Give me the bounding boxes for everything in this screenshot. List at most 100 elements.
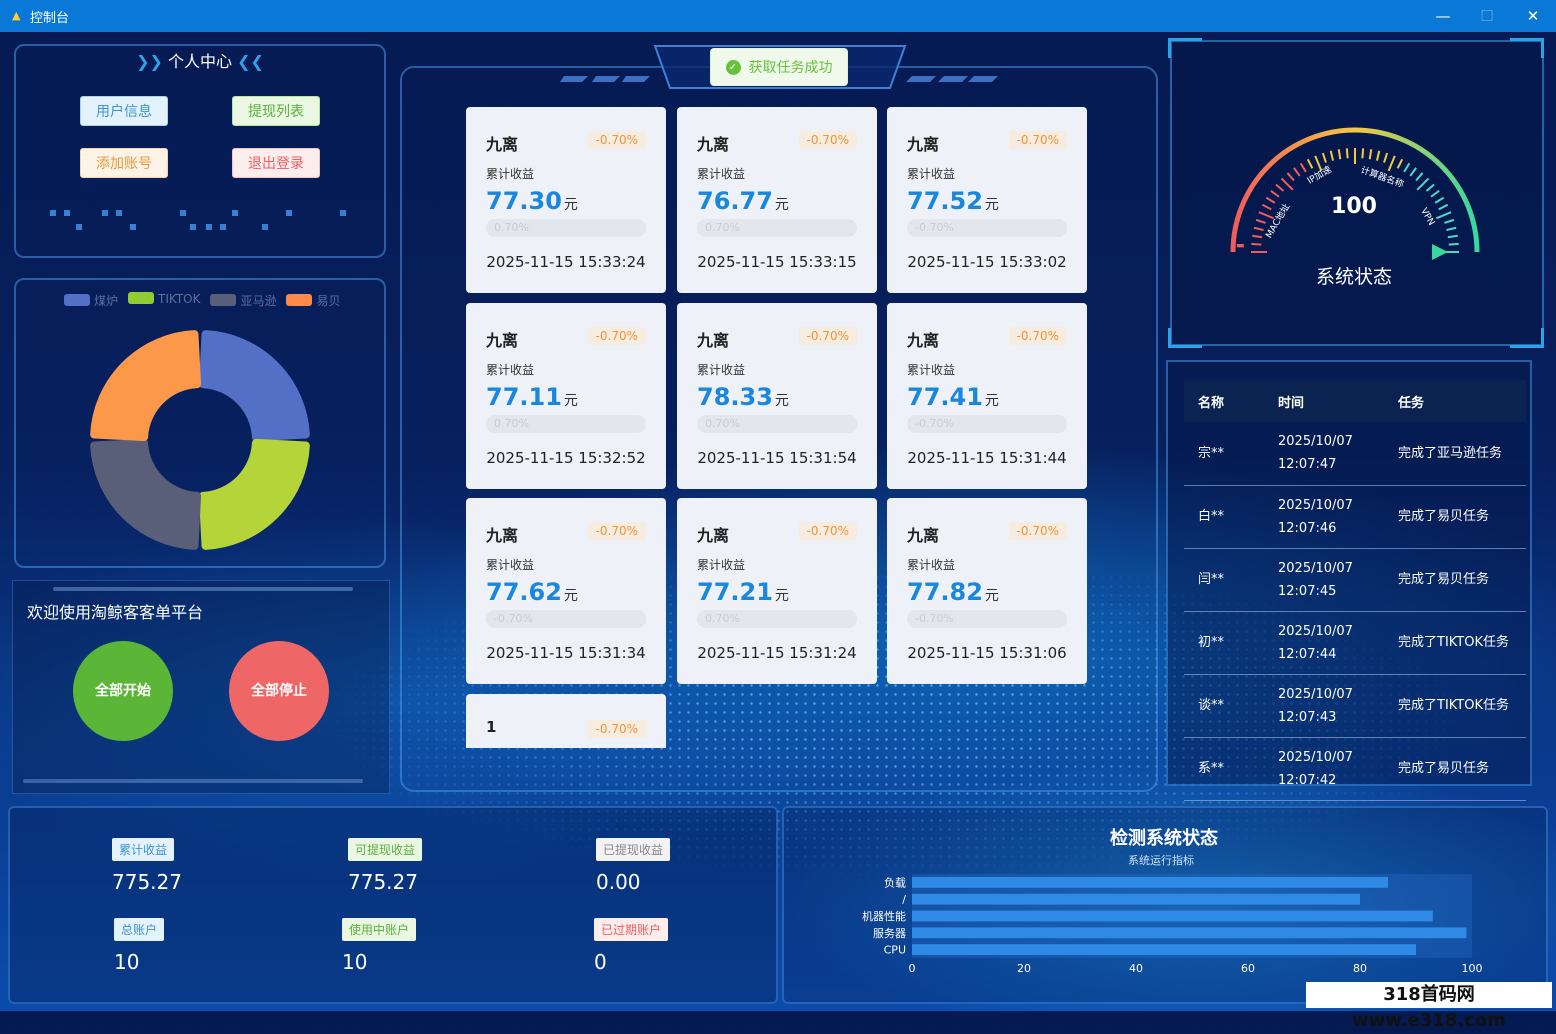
withdrawn-label: 已提现收益 (596, 838, 671, 861)
bar[interactable] (912, 877, 1388, 888)
card-progress-bar: 0.70% (486, 415, 646, 433)
task-card[interactable]: 九离 -0.70% 累计收益 77.11 元 0.70% 2025-11-15 15:32:… (466, 303, 666, 489)
gauge-tick (1396, 158, 1404, 169)
stop-all-button[interactable]: 全部停止 (229, 641, 329, 741)
row-clock: 12:07:47 (1278, 457, 1337, 473)
minimize-button[interactable]: — (1435, 7, 1451, 25)
table-row[interactable]: 闫** 2025/10/07 12:07:45 完成了易贝任务 (1184, 548, 1526, 612)
task-card[interactable]: 九离 -0.70% 累计收益 77.82 元 -0.70% 2025-11-15 15:31… (887, 498, 1087, 684)
add-account-button[interactable]: 添加账号 (80, 148, 168, 178)
legend-item[interactable]: 易贝 (286, 292, 341, 309)
task-card[interactable]: 九离 -0.70% 累计收益 77.41 元 -0.70% 2025-11-15 15:31… (887, 303, 1087, 489)
card-change-badge: -0.70% (587, 522, 646, 540)
table-row[interactable]: 系** 2025/10/07 12:07:42 完成了易贝任务 (1184, 737, 1526, 801)
income-amount: 77.41 (907, 383, 983, 411)
welcome-panel: 欢迎使用淘鲸客客单平台 全部开始 全部停止 (12, 580, 390, 794)
currency-unit: 元 (984, 393, 999, 409)
legend-swatch (286, 294, 313, 306)
gauge-tick (1425, 183, 1435, 192)
withdrawn-value: 0.00 (596, 870, 641, 894)
gauge-tick (1434, 196, 1445, 204)
task-card[interactable]: 九离 -0.70% 累计收益 77.52 元 -0.70% 2025-11-15 15:33… (887, 107, 1087, 293)
card-timestamp: 2025-11-15 15:31:54 (697, 449, 857, 467)
tick-label: 0 (909, 962, 916, 975)
card-timestamp: 2025-11-15 15:33:02 (907, 253, 1067, 271)
donut-segment[interactable] (198, 438, 310, 550)
task-card[interactable]: 九离 -0.70% 累计收益 77.62 元 -0.70% 2025-11-15 15:31… (466, 498, 666, 684)
bar[interactable] (912, 944, 1416, 955)
category-label: 服务器 (873, 927, 906, 940)
table-row[interactable]: 谈** 2025/10/07 12:07:43 完成了TIKTOK任务 (1184, 674, 1526, 738)
task-card[interactable]: 九离 -0.70% 累计收益 77.21 元 0.70% 2025-11-15 15:31:… (677, 498, 877, 684)
row-clock: 12:07:45 (1278, 583, 1337, 599)
card-change-badge: -0.70% (1008, 522, 1067, 540)
income-amount: 78.33 (697, 383, 773, 411)
income-amount: 77.30 (486, 187, 562, 215)
task-card[interactable]: 九离 -0.70% 累计收益 76.77 元 0.70% 2025-11-15 15:33:… (677, 107, 877, 293)
donut-segment[interactable] (90, 330, 202, 442)
card-income-label: 累计收益 (697, 167, 746, 181)
welcome-text: 欢迎使用淘鲸客客单平台 (27, 603, 204, 622)
bar[interactable] (912, 927, 1467, 939)
table-row[interactable]: 宗** 2025/10/07 12:07:47 完成了亚马逊任务 (1184, 422, 1526, 486)
gauge-tick (1448, 242, 1459, 246)
card-name: 九离 (907, 135, 940, 154)
card-name: 九离 (907, 526, 940, 545)
donut-segment[interactable] (198, 330, 310, 442)
income-amount: 77.21 (697, 578, 773, 606)
card-progress-bar: -0.70% (486, 610, 646, 628)
task-card[interactable]: 九离 -0.70% 累计收益 78.33 元 0.70% 2025-11-15 15:31:… (677, 303, 877, 489)
row-task: 完成了TIKTOK任务 (1384, 674, 1526, 738)
card-income-value: 78.33 元 (697, 383, 789, 411)
card-income-label: 累计收益 (486, 167, 535, 181)
row-time: 2025/10/07 12:07:46 (1264, 485, 1384, 549)
distribution-chart-panel (14, 278, 386, 568)
card-income-label: 累计收益 (907, 363, 956, 377)
donut-segment[interactable] (90, 438, 202, 550)
card-income-value: 76.77 元 (697, 187, 789, 215)
window-titlebar: ▲ 控制台 — ☐ ✕ (0, 0, 1556, 32)
column-header: 任务 (1384, 380, 1526, 422)
task-card-partial[interactable]: 1 -0.70% (466, 694, 666, 748)
gauge-tick (1435, 211, 1452, 220)
gauge-tick (1368, 149, 1373, 160)
card-income-label: 累计收益 (697, 558, 746, 572)
row-name: 初** (1184, 611, 1264, 675)
gauge-tick (1293, 167, 1301, 177)
gauge-tick (1337, 149, 1342, 160)
row-name: 闫** (1184, 548, 1264, 612)
tick-label: 40 (1129, 962, 1143, 975)
card-change-badge: -0.70% (798, 327, 857, 345)
gauge-tick (1345, 148, 1349, 159)
table-row[interactable]: 初** 2025/10/07 12:07:44 完成了TIKTOK任务 (1184, 611, 1526, 675)
card-name: 九离 (486, 135, 519, 154)
gauge-tick (1387, 155, 1396, 172)
legend-item[interactable]: 煤炉 (64, 292, 118, 309)
logout-button[interactable]: 退出登录 (232, 148, 320, 178)
withdraw-list-button[interactable]: 提现列表 (232, 96, 320, 126)
bar[interactable] (912, 893, 1360, 905)
total-accounts-value: 10 (114, 950, 140, 974)
user-info-button[interactable]: 用户信息 (80, 96, 168, 126)
gauge-tick (1299, 162, 1307, 173)
card-income-label: 累计收益 (907, 558, 956, 572)
start-all-button[interactable]: 全部开始 (73, 641, 173, 741)
window-title: 控制台 (30, 10, 70, 26)
total-income-value: 775.27 (112, 870, 182, 894)
card-name: 九离 (486, 526, 519, 545)
gauge-tick (1275, 183, 1285, 192)
gauge-tick (1258, 211, 1275, 220)
bar[interactable] (912, 910, 1433, 922)
legend-item[interactable]: 亚马逊 (210, 292, 276, 309)
card-name: 九离 (907, 331, 940, 350)
currency-unit: 元 (774, 393, 789, 409)
maximize-button[interactable]: ☐ (1480, 7, 1494, 25)
task-card[interactable]: 九离 -0.70% 累计收益 77.30 元 0.70% 2025-11-15 15:33:… (466, 107, 666, 293)
legend-item[interactable]: TIKTOK (128, 292, 200, 309)
legend-label: TIKTOK (158, 292, 201, 306)
close-button[interactable]: ✕ (1526, 7, 1540, 25)
row-time: 2025/10/07 12:07:43 (1264, 674, 1384, 738)
gauge-tick (1261, 203, 1272, 211)
table-row[interactable]: 白** 2025/10/07 12:07:46 完成了易贝任务 (1184, 485, 1526, 549)
